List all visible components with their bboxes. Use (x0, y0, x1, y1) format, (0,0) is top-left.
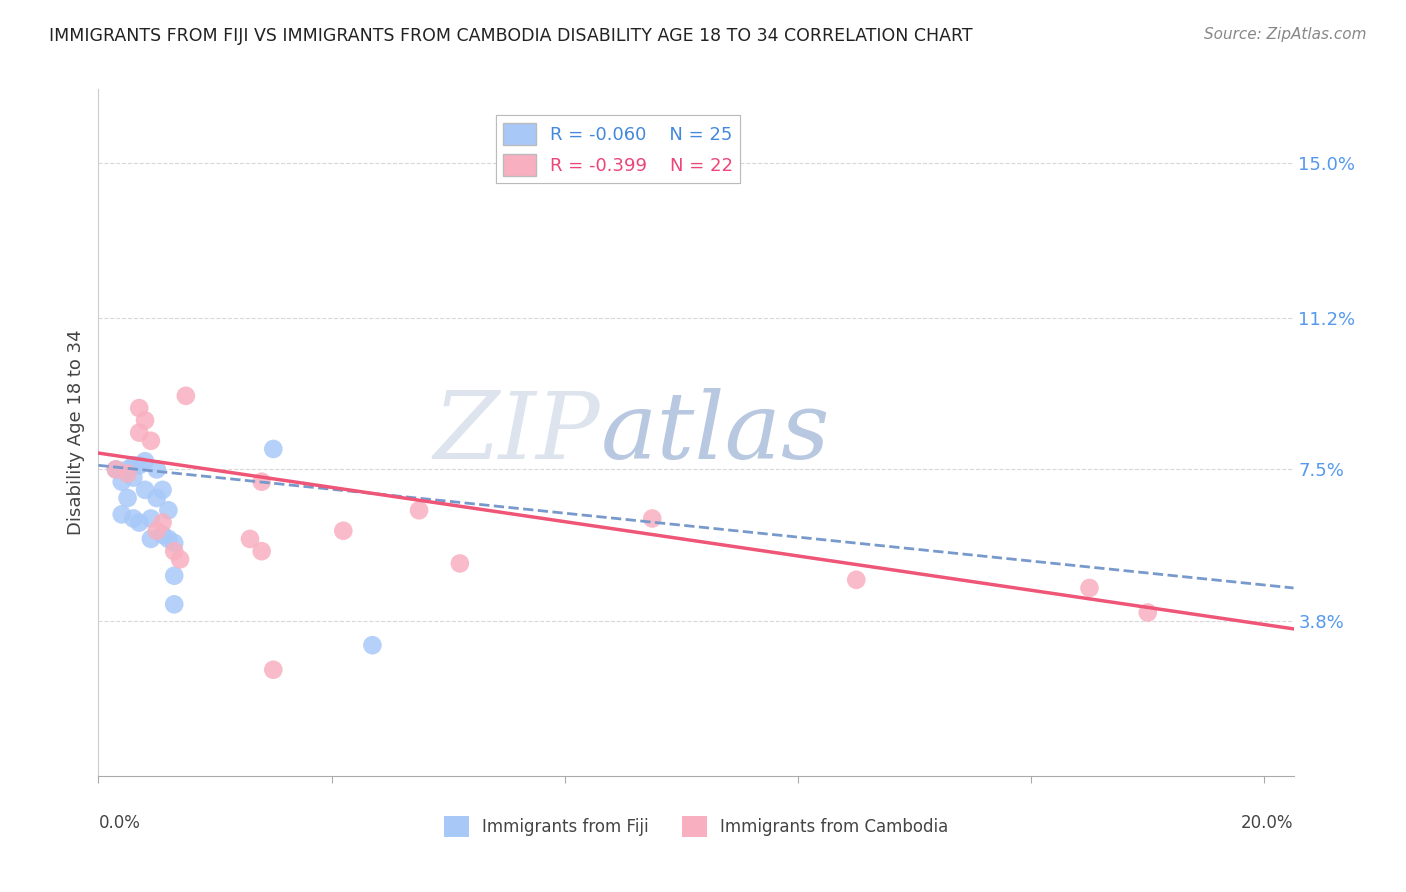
Point (163, 544, 186, 558)
Point (111, 475, 134, 489)
Point (128, 458, 150, 473)
Point (145, 524, 167, 538)
Point (163, 568, 186, 582)
Point (157, 532, 180, 546)
Point (408, 503, 430, 517)
Legend: R = -0.060    N = 25, R = -0.399    N = 22: R = -0.060 N = 25, R = -0.399 N = 22 (496, 115, 741, 183)
Point (104, 462, 127, 476)
Point (157, 503, 180, 517)
Point (169, 552, 191, 566)
Point (122, 458, 145, 473)
Point (152, 516, 174, 530)
Text: atlas: atlas (600, 388, 830, 477)
Text: 20.0%: 20.0% (1241, 814, 1294, 831)
Point (139, 532, 162, 546)
Point (163, 536, 186, 550)
Text: 0.0%: 0.0% (98, 814, 141, 831)
Point (174, 389, 197, 403)
Point (250, 475, 273, 489)
Point (139, 511, 162, 525)
Point (163, 598, 186, 612)
Point (449, 557, 471, 571)
Point (134, 413, 156, 427)
Point (139, 434, 162, 448)
Point (104, 462, 127, 476)
Text: IMMIGRANTS FROM FIJI VS IMMIGRANTS FROM CAMBODIA DISABILITY AGE 18 TO 34 CORRELA: IMMIGRANTS FROM FIJI VS IMMIGRANTS FROM … (49, 27, 973, 45)
Point (122, 511, 145, 525)
Point (250, 544, 273, 558)
Point (1136, 606, 1159, 620)
Point (332, 524, 354, 538)
Point (117, 491, 139, 505)
Point (152, 528, 174, 542)
Point (111, 508, 134, 522)
Point (128, 401, 150, 416)
Point (128, 516, 150, 530)
Point (361, 638, 384, 652)
Point (117, 462, 139, 476)
Point (145, 462, 167, 476)
Point (1078, 581, 1101, 595)
Y-axis label: Disability Age 18 to 34: Disability Age 18 to 34 (66, 330, 84, 535)
Point (845, 573, 868, 587)
Point (145, 491, 167, 505)
Point (239, 532, 262, 546)
Point (117, 467, 139, 481)
Point (262, 663, 284, 677)
Point (122, 470, 145, 484)
Text: ZIP: ZIP (433, 388, 600, 477)
Point (641, 511, 664, 525)
Text: Source: ZipAtlas.com: Source: ZipAtlas.com (1204, 27, 1367, 42)
Point (134, 483, 156, 497)
Point (128, 425, 150, 440)
Point (134, 454, 156, 468)
Point (262, 442, 284, 456)
Point (152, 483, 174, 497)
